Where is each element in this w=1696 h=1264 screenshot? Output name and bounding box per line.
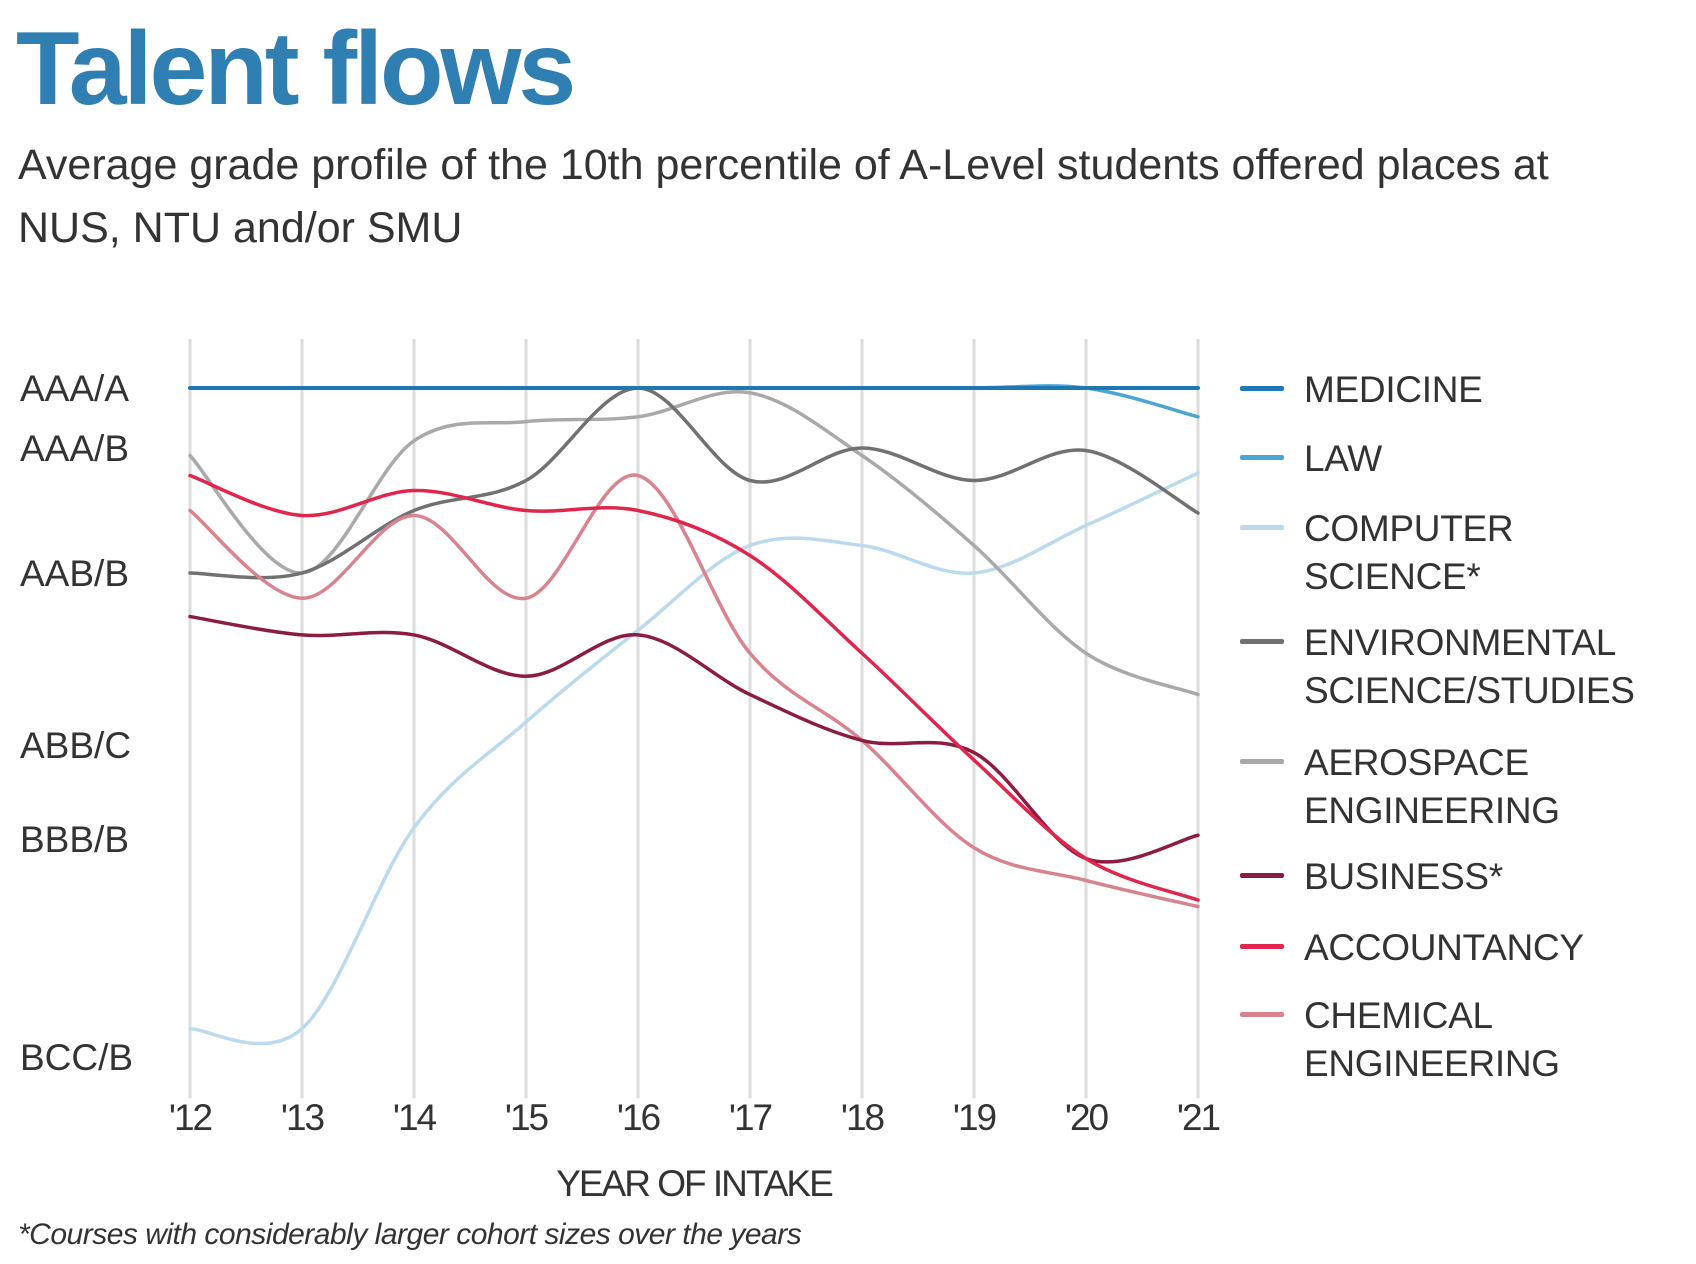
x-tick-label: '19 [953, 1097, 996, 1138]
legend-label: CHEMICAL ENGINEERING [1304, 995, 1560, 1084]
y-tick-label: BCC/B [20, 1037, 133, 1078]
legend-swatch [1240, 455, 1284, 460]
legend-swatch [1240, 525, 1284, 530]
x-tick-label: '15 [505, 1097, 549, 1138]
series-line-chemical-engineering [188, 473, 1200, 909]
y-tick-label: AAA/A [20, 368, 129, 409]
legend-swatch [1240, 873, 1284, 878]
x-tick-label: '21 [1177, 1097, 1220, 1138]
series-line-business [188, 614, 1200, 864]
legend-label: LAW [1304, 438, 1382, 479]
legend-swatch [1240, 759, 1284, 764]
y-tick-label: BBB/B [20, 819, 129, 860]
legend-item: COMPUTER SCIENCE* [1240, 505, 1514, 601]
series-line-computer-science [188, 471, 1200, 1046]
gridlines [188, 339, 1200, 1098]
x-tick-label: '18 [841, 1097, 884, 1138]
legend-label: AEROSPACE ENGINEERING [1304, 742, 1560, 831]
legend-swatch [1240, 944, 1284, 949]
legend-item: BUSINESS* [1240, 853, 1503, 901]
series-lines [188, 384, 1200, 1046]
series-line-environmental-science-studies [188, 386, 1200, 580]
chart-title: Talent flows [16, 11, 576, 127]
x-axis-labels: '12 '13 '14 '15 '16 '17 '18 '19 '20 '21 [169, 1097, 1222, 1138]
series-line-aerospace-engineering [188, 390, 1200, 697]
y-tick-label: AAB/B [20, 553, 129, 594]
legend-swatch [1240, 386, 1284, 391]
legend-label: COMPUTER SCIENCE* [1304, 508, 1514, 597]
x-axis-title: YEAR OF INTAKE [556, 1163, 833, 1204]
legend-item: CHEMICAL ENGINEERING [1240, 992, 1560, 1088]
legend-item: LAW [1240, 435, 1382, 483]
x-tick-label: '17 [729, 1097, 772, 1138]
y-tick-label: AAA/B [20, 428, 129, 469]
legend-label: BUSINESS* [1304, 856, 1503, 897]
x-tick-label: '12 [169, 1097, 212, 1138]
x-tick-label: '16 [617, 1097, 660, 1138]
x-tick-label: '13 [281, 1097, 324, 1138]
legend-label: MEDICINE [1304, 369, 1483, 410]
x-tick-label: '20 [1065, 1097, 1109, 1138]
legend-label: ENVIRONMENTAL SCIENCE/STUDIES [1304, 622, 1635, 711]
chart-subtitle: Average grade profile of the 10th percen… [18, 141, 1549, 252]
legend-item: AEROSPACE ENGINEERING [1240, 739, 1560, 835]
footnote: *Courses with considerably larger cohort… [18, 1218, 802, 1251]
series-line-accountancy [188, 473, 1200, 902]
legend-item: ENVIRONMENTAL SCIENCE/STUDIES [1240, 619, 1635, 715]
legend-label: ACCOUNTANCY [1304, 927, 1584, 968]
x-tick-label: '14 [393, 1097, 437, 1138]
legend-swatch [1240, 1012, 1284, 1017]
legend-item: ACCOUNTANCY [1240, 924, 1584, 972]
legend-swatch [1240, 639, 1284, 644]
y-tick-label: ABB/C [20, 725, 131, 766]
y-axis-labels: AAA/A AAA/B AAB/B ABB/C BBB/B BCC/B [20, 368, 133, 1078]
legend-item: MEDICINE [1240, 366, 1483, 414]
